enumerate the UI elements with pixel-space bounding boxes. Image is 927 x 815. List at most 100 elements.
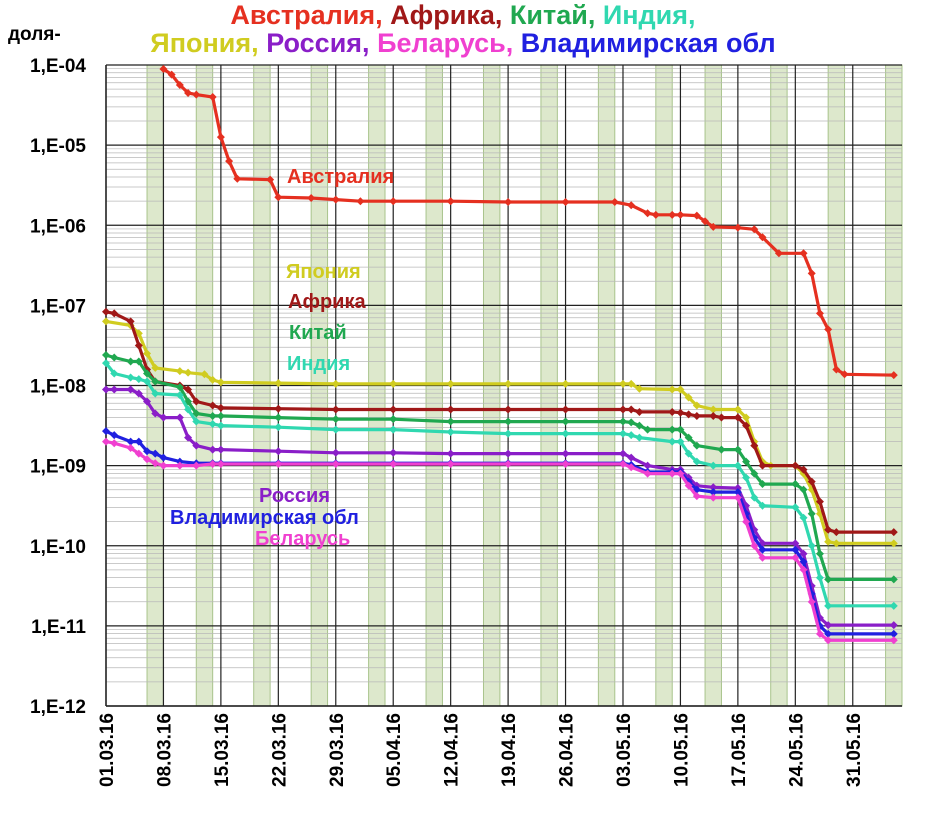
x-tick-label: 05.04.16: [384, 713, 405, 787]
data-point: [815, 309, 824, 318]
data-point: [709, 488, 718, 497]
data-point: [733, 488, 742, 497]
data-point: [159, 461, 168, 470]
data-point: [274, 413, 283, 422]
data-point: [151, 363, 160, 372]
data-point: [668, 407, 677, 416]
data-point: [208, 93, 217, 102]
data-point: [627, 431, 636, 440]
data-point: [824, 621, 833, 630]
data-point: [758, 553, 767, 562]
data-point: [807, 269, 816, 278]
data-point: [627, 405, 636, 414]
data-point: [208, 411, 217, 420]
data-point: [208, 445, 217, 454]
title-part: Индия: [603, 0, 688, 30]
data-point: [504, 429, 513, 438]
data-point: [151, 389, 160, 398]
title-line: Австралия, Африка, Китай, Индия,: [230, 0, 695, 30]
data-point: [750, 441, 759, 450]
series-label: Беларусь: [255, 528, 350, 550]
data-point: [331, 448, 340, 457]
data-point: [216, 378, 225, 387]
data-point: [618, 379, 627, 388]
data-point: [709, 222, 718, 231]
y-tick-label: 1,E-04: [30, 56, 86, 77]
title-line: Япония, Россия, Беларусь, Владимирская о…: [150, 28, 775, 58]
data-point: [742, 517, 751, 526]
data-point: [889, 371, 898, 380]
data-point: [692, 441, 701, 450]
title-part: Австралия: [230, 0, 375, 30]
x-tick-label: 10.05.16: [671, 713, 692, 787]
data-point: [709, 493, 718, 502]
data-point: [618, 429, 627, 438]
data-point: [134, 449, 143, 458]
data-point: [618, 417, 627, 426]
chart-title: Австралия, Африка, Китай, Индия,Япония, …: [150, 0, 775, 58]
data-point: [618, 449, 627, 458]
grid: [105, 64, 902, 707]
data-point: [733, 461, 742, 470]
x-tick-label: 03.05.16: [614, 713, 635, 787]
data-point: [889, 636, 898, 645]
data-point: [389, 448, 398, 457]
data-point: [561, 449, 570, 458]
data-point: [192, 441, 201, 450]
data-point: [889, 528, 898, 537]
data-point: [184, 89, 193, 98]
data-point: [799, 465, 808, 474]
data-point: [331, 405, 340, 414]
x-tick-label: 29.03.16: [327, 713, 348, 787]
y-tick-label: 1,E-12: [30, 697, 86, 718]
data-point: [159, 65, 168, 74]
data-point: [233, 174, 242, 183]
data-point: [561, 460, 570, 469]
data-point: [159, 453, 168, 462]
data-point: [208, 460, 217, 469]
data-point: [807, 509, 816, 518]
data-point: [643, 425, 652, 434]
series-group: [102, 359, 898, 610]
data-point: [791, 545, 800, 554]
data-point: [758, 545, 767, 554]
data-point: [733, 223, 742, 232]
y-tick-label: 1,E-08: [30, 377, 86, 398]
series-group: [102, 437, 898, 645]
data-point: [126, 373, 135, 382]
data-point: [192, 461, 201, 470]
series-annotations: Австралия Япония Африка Китай Индия РоссияВла…: [170, 166, 394, 550]
data-point: [216, 411, 225, 420]
x-tick-label: 22.03.16: [269, 713, 290, 787]
data-point: [692, 457, 701, 466]
data-point: [200, 370, 209, 379]
data-point: [889, 621, 898, 630]
data-point: [446, 197, 455, 206]
data-point: [504, 379, 513, 388]
data-point: [184, 405, 193, 414]
data-point: [799, 485, 808, 494]
data-point: [750, 493, 759, 502]
data-point: [331, 425, 340, 434]
data-point: [889, 629, 898, 638]
title-part: ,: [588, 0, 603, 30]
data-point: [627, 418, 636, 427]
data-point: [709, 405, 718, 414]
data-point: [389, 197, 398, 206]
data-point: [446, 449, 455, 458]
series-label: Китай: [289, 322, 347, 344]
data-point: [676, 408, 685, 417]
data-point: [742, 421, 751, 430]
data-point: [774, 249, 783, 258]
data-point: [742, 473, 751, 482]
data-point: [799, 549, 808, 558]
data-point: [627, 463, 636, 472]
data-point: [216, 403, 225, 412]
data-point: [134, 375, 143, 384]
data-point: [709, 411, 718, 420]
data-point: [504, 417, 513, 426]
data-point: [331, 379, 340, 388]
series-line: [162, 67, 894, 377]
data-point: [791, 553, 800, 562]
